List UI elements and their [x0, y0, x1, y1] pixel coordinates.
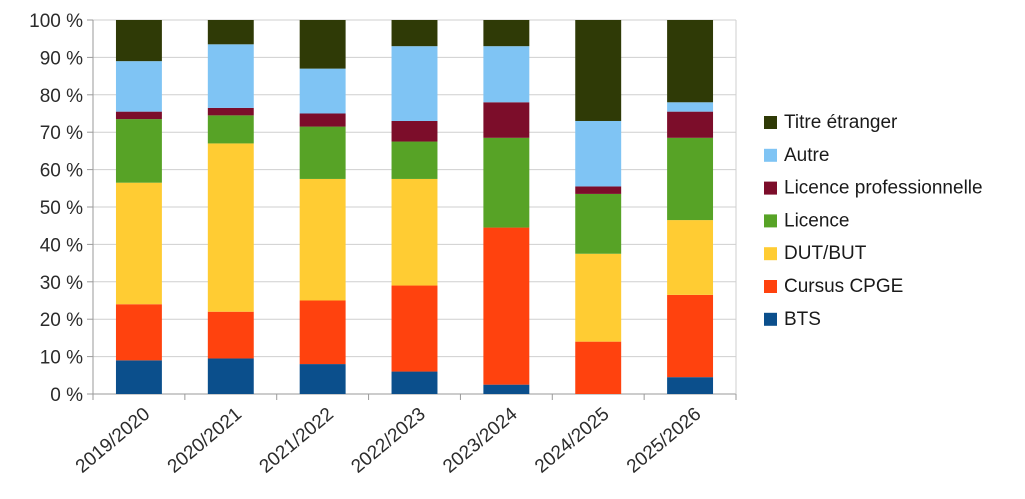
y-tick-label: 60 %: [40, 161, 83, 182]
bar-segment: [115, 61, 162, 112]
legend-label: Licence professionnelle: [784, 178, 983, 199]
x-tick-label: 2023/2024: [439, 403, 522, 477]
bar-segment: [207, 358, 254, 394]
y-tick-label: 0 %: [50, 385, 83, 406]
bar-segment: [667, 20, 714, 103]
bar-segment: [115, 111, 162, 120]
bar-segment: [667, 102, 714, 112]
bar-segment: [575, 253, 622, 342]
bar-segment: [483, 384, 530, 394]
x-tick-label: 2020/2021: [164, 404, 246, 478]
legend-label: BTS: [784, 309, 821, 330]
y-tick-label: 80 %: [40, 86, 83, 107]
legend: Titre étranger Autre Licence professionnel…: [764, 112, 983, 330]
bar-segment: [483, 20, 530, 47]
bar-segment: [207, 143, 254, 312]
legend-swatch: [764, 247, 777, 261]
bar-segment: [207, 311, 254, 359]
bar-segment: [575, 120, 622, 187]
bar-segment: [115, 304, 162, 361]
bar-segment: [391, 178, 438, 286]
bar-segment: [483, 46, 530, 103]
y-tick-label: 70 %: [40, 123, 83, 144]
bar-segment: [391, 20, 438, 47]
y-tick-label: 90 %: [40, 48, 83, 69]
bar-segment: [575, 193, 622, 254]
x-tick-label: 2025/2026: [623, 404, 705, 478]
bar-segment: [667, 111, 714, 138]
legend-swatch: [764, 312, 777, 326]
bars: [115, 20, 714, 394]
legend-swatch: [764, 148, 777, 162]
bar-segment: [391, 371, 438, 394]
bar-segment: [575, 186, 622, 194]
y-tick-label: 20 %: [40, 310, 83, 331]
bar-segment: [299, 364, 346, 394]
bar-segment: [667, 377, 714, 394]
legend-label: DUT/BUT: [784, 243, 867, 264]
bar-segment: [299, 300, 346, 365]
bar-segment: [391, 141, 438, 179]
y-tick-label: 40 %: [40, 235, 83, 256]
x-tick-label: 2022/2023: [347, 404, 429, 478]
bar-segment: [207, 44, 254, 108]
bar-segment: [483, 227, 530, 385]
bar-segment: [667, 294, 714, 378]
y-tick-label: 10 %: [40, 348, 83, 369]
legend-swatch: [764, 280, 777, 293]
legend-swatch: [764, 214, 777, 228]
bar-segment: [299, 178, 346, 301]
bar-segment: [391, 46, 438, 121]
x-axis-ticks: 2019/2020 2020/2021 2021/2022 2022/2023 2023…: [72, 403, 705, 477]
bar-segment: [299, 113, 346, 127]
bar-segment: [667, 137, 714, 221]
legend-label: Cursus CPGE: [784, 276, 903, 297]
legend-swatch: [764, 181, 777, 195]
bar-segment: [483, 102, 530, 138]
bar-segment: [115, 119, 162, 183]
bar-segment: [299, 126, 346, 179]
y-tick-label: 100 %: [29, 11, 83, 32]
bar-segment: [667, 220, 714, 295]
bar-segment: [575, 20, 622, 121]
bar-segment: [207, 115, 254, 144]
bar-segment: [391, 120, 438, 142]
y-tick-label: 30 %: [40, 273, 83, 294]
legend-label: Titre étranger: [784, 112, 898, 133]
bar-segment: [207, 107, 254, 116]
bar-segment: [115, 20, 162, 62]
bar-segment: [299, 20, 346, 69]
bar-segment: [483, 137, 530, 228]
y-tick-label: 50 %: [40, 198, 83, 219]
x-tick-label: 2021/2022: [256, 404, 338, 478]
bar-segment: [115, 360, 162, 394]
bar-segment: [115, 182, 162, 305]
x-tick-label: 2024/2025: [531, 404, 613, 478]
bar-segment: [391, 285, 438, 372]
x-tick-label: 2019/2020: [72, 404, 154, 478]
legend-label: Autre: [784, 145, 829, 166]
y-axis-ticks: 0 % 10 % 20 % 30 % 40 % 50 % 60 % 70 % 80 % 90 % 1…: [29, 11, 83, 406]
bar-segment: [575, 341, 622, 394]
legend-swatch: [764, 116, 777, 129]
legend-label: Licence: [784, 210, 850, 231]
bar-segment: [299, 68, 346, 114]
bar-segment: [207, 20, 254, 45]
